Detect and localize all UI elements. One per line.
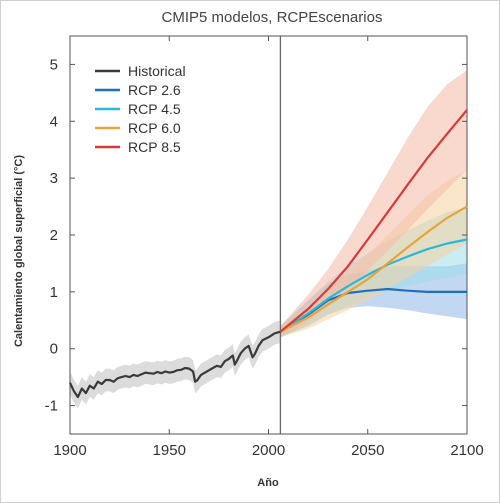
line-rcp-4-5	[279, 238, 468, 333]
legend-label: RCP 8.5	[128, 139, 181, 155]
line-historical	[69, 330, 281, 399]
legend: Historical RCP 2.6 RCP 4.5 RCP 6.0 RCP 8.5	[95, 63, 186, 155]
y-tick-label: 2	[50, 227, 58, 244]
chart-title: CMIP5 modelos, RCPEscenarios	[162, 9, 383, 26]
band-historical	[70, 320, 281, 409]
legend-label: RCP 6.0	[128, 120, 181, 136]
y-tick-label: -1	[45, 398, 58, 415]
x-tick-label: 1900	[53, 442, 86, 459]
line-rcp-8-5	[279, 109, 468, 333]
series-lines	[69, 109, 468, 399]
y-tick-label: 0	[50, 341, 58, 358]
x-tick-label: 2000	[252, 442, 285, 459]
y-tick-label: 3	[50, 170, 58, 187]
line-rcp-6-0	[279, 205, 468, 333]
legend-label: Historical	[128, 63, 186, 79]
axes: -1 0 1 2 3 4 5 1900 1950 2000 2050 2100	[45, 35, 484, 459]
y-tick-label: 4	[50, 113, 58, 130]
y-tick-label: 1	[50, 284, 58, 301]
y-axis-title: Calentamiento global superficial (°C)	[13, 155, 25, 347]
legend-label: RCP 4.5	[128, 101, 181, 117]
legend-label: RCP 2.6	[128, 82, 181, 98]
y-tick-label: 5	[50, 56, 58, 73]
x-tick-label: 2050	[351, 442, 384, 459]
x-axis-title: Año	[257, 477, 279, 489]
x-tick-label: 1950	[153, 442, 186, 459]
band-rcp-8-5	[280, 70, 467, 338]
line-rcp-2-6	[279, 287, 467, 333]
x-tick-label: 2100	[450, 442, 483, 459]
